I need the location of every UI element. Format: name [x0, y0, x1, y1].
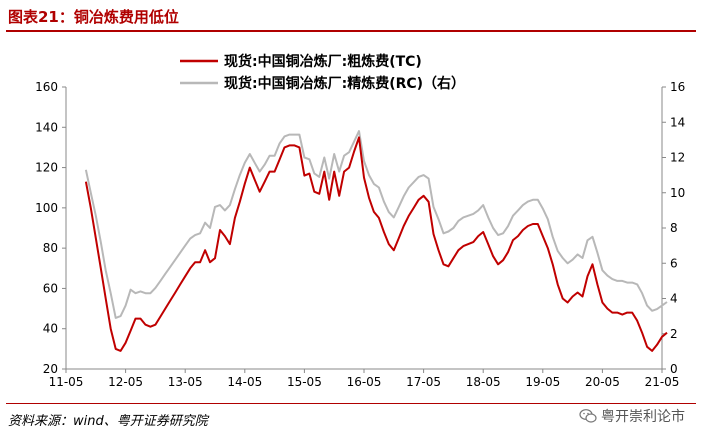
y-right-tick-label: 14: [670, 115, 685, 129]
y-left-tick-label: 160: [35, 80, 58, 94]
y-right-tick-label: 10: [670, 186, 685, 200]
y-left-tick-label: 40: [43, 322, 58, 336]
x-tick-label: 11-05: [49, 375, 84, 389]
x-tick-label: 18-05: [466, 375, 501, 389]
title-bar: 图表21：铜冶炼费用低位: [6, 4, 696, 32]
y-right-tick-label: 4: [670, 292, 678, 306]
watermark: 粤开崇利论市: [579, 406, 685, 426]
y-right-tick-label: 2: [670, 327, 678, 341]
x-tick-label: 21-05: [645, 375, 680, 389]
y-left-tick-label: 120: [35, 161, 58, 175]
y-right-tick-label: 0: [670, 362, 678, 376]
rc-series-line: [84, 130, 668, 319]
chart-area: 20 40 60 80 100 120 140 160 0 2 4 6 8 10 12 14 16 11-05 12…: [35, 53, 685, 389]
y-right-tick-label: 12: [670, 151, 685, 165]
x-tick-label: 12-05: [108, 375, 143, 389]
x-tick-label: 20-05: [585, 375, 620, 389]
y-left-tick-label: 80: [43, 241, 58, 255]
y-left-tick-label: 60: [43, 281, 58, 295]
x-tick-label: 17-05: [406, 375, 441, 389]
x-tick-label: 19-05: [525, 375, 560, 389]
y-right-tick-label: 8: [670, 221, 678, 235]
x-tick-label: 16-05: [347, 375, 382, 389]
wechat-icon: [579, 409, 597, 423]
y-right-tick-label: 16: [670, 80, 685, 94]
watermark-text: 粤开崇利论市: [601, 409, 685, 425]
x-tick-label: 14-05: [227, 375, 262, 389]
y-left-tick-label: 20: [43, 362, 58, 376]
legend-label-tc: 现货:中国铜冶炼厂:粗炼费(TC): [224, 53, 422, 70]
footer-divider: [6, 403, 696, 404]
legend-label-rc: 现货:中国铜冶炼厂:精炼费(RC)（右）: [224, 75, 465, 92]
y-right-tick-label: 6: [670, 256, 678, 270]
x-tick-label: 15-05: [287, 375, 322, 389]
y-left-tick-label: 100: [35, 201, 58, 215]
chart-title: 图表21：铜冶炼费用低位: [8, 8, 179, 26]
y-left-tick-label: 140: [35, 120, 58, 134]
x-tick-label: 13-05: [168, 375, 203, 389]
tc-series-line: [84, 136, 668, 352]
source-note: 资料来源：wind、粤开证券研究院: [8, 414, 208, 429]
